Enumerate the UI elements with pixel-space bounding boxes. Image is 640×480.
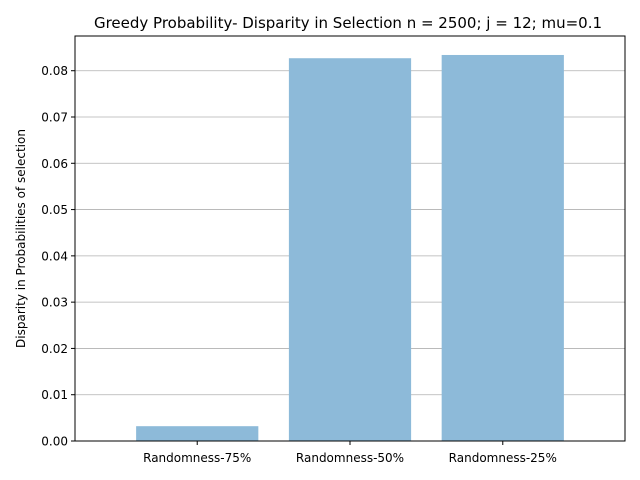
y-tick-label: 0.07 [41,111,68,125]
bar-randomness-75- [136,426,259,441]
y-tick-label: 0.00 [41,435,68,449]
y-axis-ticks: 0.00 0.01 0.02 0.03 0.04 0.05 0.06 0.07 0.08 [41,64,75,449]
y-tick-label: 0.06 [41,157,68,171]
x-tick-label: Randomness-25% [449,451,557,465]
x-tick-label: Randomness-75% [143,451,251,465]
x-axis-ticks: Randomness-75% Randomness-50% Randomness-2… [143,441,557,465]
y-tick-label: 0.02 [41,342,68,356]
bars [136,54,564,442]
bar-randomness-50- [288,58,412,442]
chart-title: Greedy Probability- Disparity in Selecti… [94,14,602,32]
y-tick-label: 0.03 [41,296,68,310]
y-tick-label: 0.08 [41,64,68,78]
x-tick-label: Randomness-50% [296,451,404,465]
y-tick-label: 0.01 [41,388,68,402]
bar-randomness-25- [441,54,564,441]
y-tick-label: 0.04 [41,249,68,263]
y-axis-label: Disparity in Probabilities of selection [14,129,28,348]
y-tick-label: 0.05 [41,203,68,217]
